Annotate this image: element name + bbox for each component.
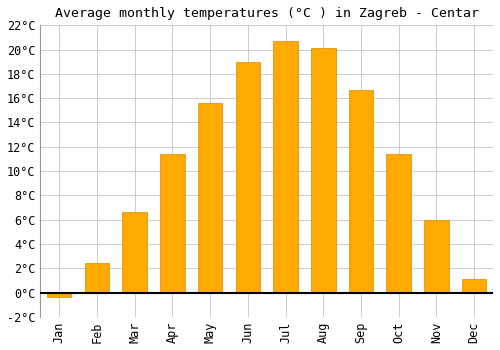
Bar	[236, 62, 260, 293]
Bar	[198, 103, 222, 293]
Bar	[348, 90, 374, 293]
Title: Average monthly temperatures (°C ) in Zagreb - Centar: Average monthly temperatures (°C ) in Za…	[54, 7, 478, 20]
Bar	[386, 154, 411, 293]
Bar	[47, 293, 72, 297]
Bar	[424, 220, 448, 293]
Bar	[462, 279, 486, 293]
Bar	[122, 212, 147, 293]
Bar	[311, 48, 336, 293]
Bar	[84, 263, 109, 293]
Bar	[274, 41, 298, 293]
Bar	[160, 154, 184, 293]
